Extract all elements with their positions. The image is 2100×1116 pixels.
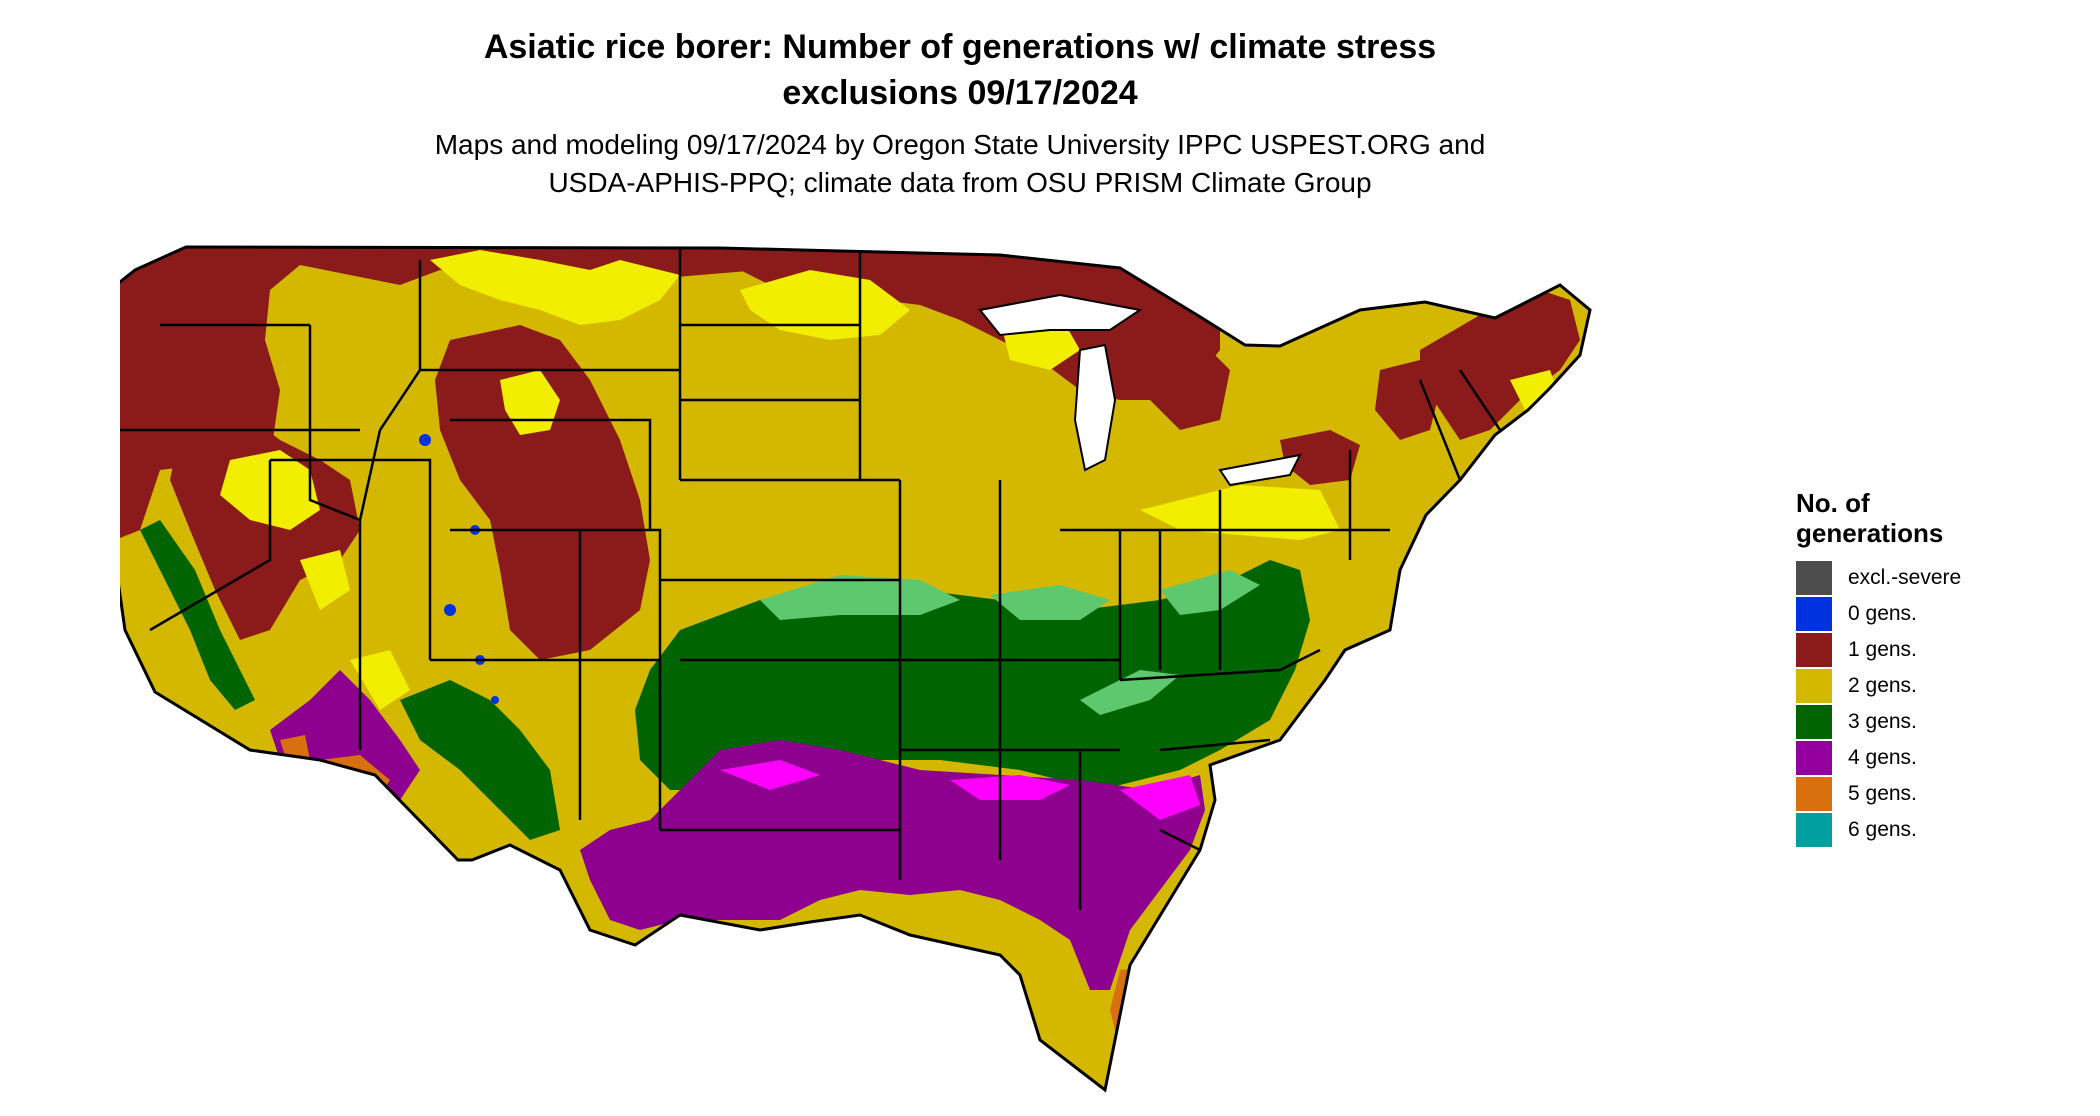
zone-5-gens-florida [1110,965,1185,1090]
zone-1-gen-new-england [1420,290,1580,440]
zone-4-gens-light [720,760,1200,820]
legend-swatch [1796,777,1832,811]
legend-item: 4 gens. [1796,740,1961,776]
legend-item: 2 gens. [1796,668,1961,704]
legend-item: 0 gens. [1796,596,1961,632]
zone-5-gens-south-texas [810,940,925,1060]
zone-3-gens-light [760,570,1260,715]
zone-1-gen-oregon-nevada [170,410,360,640]
legend-swatch [1796,633,1832,667]
zone-1-gen-upper-michigan [1140,340,1230,430]
legend-title-line1: No. of [1796,488,1870,518]
legend-label: 4 gens. [1848,746,1917,769]
map-title: Asiatic rice borer: Number of generation… [300,24,1620,116]
great-lakes [978,293,1302,487]
lake-superior [978,293,1143,337]
legend-label: 6 gens. [1848,818,1917,841]
zone-0-gens [419,434,499,704]
state-borders [120,248,1502,910]
legend-item: 3 gens. [1796,704,1961,740]
legend-label: excl.-severe [1848,566,1962,589]
zone-1-gen-adirondacks [1375,360,1440,440]
map-title-line1: Asiatic rice borer: Number of generation… [483,28,1437,66]
map-subtitle-line2: USDA-APHIS-PPQ; climate data from OSU PR… [548,167,1372,198]
legend-title: No. of generations [1796,488,1961,548]
legend-label: 3 gens. [1848,710,1917,733]
zone-3-gens-southwest [400,680,560,840]
map-title-line2: exclusions 09/17/2024 [782,74,1138,112]
generations-map [120,245,1592,1093]
lake-erie [1218,453,1302,487]
zone-1-gen-wyoming-colorado [435,325,650,660]
generation-zones [120,247,1590,1090]
legend-label: 0 gens. [1848,602,1917,625]
legend-item: 6 gens. [1796,812,1961,848]
legend-swatch [1796,669,1832,703]
legend: No. of generations excl.-severe 0 gens. … [1796,488,1961,848]
legend-swatch [1796,561,1832,595]
country-outline [120,245,1592,1093]
map-subtitle-line1: Maps and modeling 09/17/2024 by Oregon S… [434,129,1486,160]
legend-item: 1 gens. [1796,632,1961,668]
lake-michigan [1073,343,1117,472]
legend-swatch [1796,705,1832,739]
legend-item: 5 gens. [1796,776,1961,812]
legend-swatch [1796,813,1832,847]
legend-label: 2 gens. [1848,674,1917,697]
map-subtitle: Maps and modeling 09/17/2024 by Oregon S… [300,126,1620,202]
zone-3-gens-california [140,520,255,710]
zone-4-gens-gulf [580,740,1205,990]
zone-1-gen-northern-rockies [120,247,760,550]
legend-label: 5 gens. [1848,782,1917,805]
legend-title-line2: generations [1796,518,1944,548]
zone-5-gens-imperial [280,735,310,765]
legend-swatch [1796,741,1832,775]
legend-label: 1 gens. [1848,638,1917,661]
zone-1-gen-appalachians [1280,430,1360,485]
legend-item: excl.-severe [1796,560,1961,596]
legend-swatch [1796,597,1832,631]
